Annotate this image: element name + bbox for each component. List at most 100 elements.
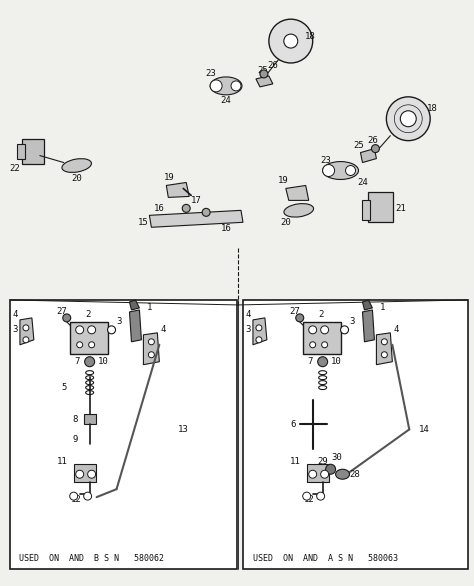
Text: 12: 12 xyxy=(71,495,82,503)
Ellipse shape xyxy=(210,77,242,95)
Text: 17: 17 xyxy=(191,196,201,205)
Text: 18: 18 xyxy=(427,104,438,113)
Text: 4: 4 xyxy=(245,311,251,319)
Text: 2: 2 xyxy=(318,311,323,319)
Text: 29: 29 xyxy=(317,456,328,466)
Polygon shape xyxy=(144,333,159,364)
Text: 26: 26 xyxy=(267,62,278,70)
Text: 27: 27 xyxy=(290,308,300,316)
Polygon shape xyxy=(129,310,141,342)
Circle shape xyxy=(88,470,96,478)
Text: 16: 16 xyxy=(221,224,231,233)
Text: 20: 20 xyxy=(71,174,82,183)
Text: 1: 1 xyxy=(380,304,385,312)
Circle shape xyxy=(260,70,268,78)
Text: 23: 23 xyxy=(206,69,217,79)
Text: 7: 7 xyxy=(307,357,312,366)
Ellipse shape xyxy=(62,159,91,172)
Polygon shape xyxy=(129,300,139,310)
Ellipse shape xyxy=(284,203,314,217)
Circle shape xyxy=(382,352,387,357)
Text: 4: 4 xyxy=(161,325,166,335)
Bar xyxy=(10,300,237,569)
Polygon shape xyxy=(149,210,243,227)
Polygon shape xyxy=(361,149,376,162)
Circle shape xyxy=(401,111,416,127)
Text: 21: 21 xyxy=(395,204,406,213)
Bar xyxy=(368,192,393,222)
Text: 10: 10 xyxy=(331,357,342,366)
Circle shape xyxy=(341,326,348,334)
Circle shape xyxy=(23,337,29,343)
Text: 19: 19 xyxy=(277,176,288,185)
Circle shape xyxy=(309,326,317,334)
Text: 24: 24 xyxy=(221,96,231,105)
Circle shape xyxy=(85,357,95,367)
Bar xyxy=(303,322,341,354)
Text: 16: 16 xyxy=(154,204,165,213)
Text: 2: 2 xyxy=(85,311,91,319)
Polygon shape xyxy=(253,318,267,345)
Circle shape xyxy=(382,339,387,345)
Text: 28: 28 xyxy=(349,470,360,479)
Circle shape xyxy=(322,342,328,347)
Circle shape xyxy=(256,325,262,331)
Text: 3: 3 xyxy=(350,318,355,326)
Circle shape xyxy=(346,165,356,175)
Circle shape xyxy=(320,326,328,334)
Polygon shape xyxy=(166,182,189,197)
Circle shape xyxy=(23,325,29,331)
Text: 12: 12 xyxy=(304,495,315,503)
Circle shape xyxy=(76,470,84,478)
Circle shape xyxy=(182,205,190,212)
Bar xyxy=(363,200,371,220)
Text: 7: 7 xyxy=(74,357,79,366)
Text: 3: 3 xyxy=(117,318,122,326)
Text: 19: 19 xyxy=(164,173,175,182)
Circle shape xyxy=(231,81,241,91)
Circle shape xyxy=(202,209,210,216)
Circle shape xyxy=(372,145,379,152)
Text: 5: 5 xyxy=(61,383,66,392)
Text: 24: 24 xyxy=(357,178,368,187)
Text: 8: 8 xyxy=(72,415,77,424)
Text: 4: 4 xyxy=(12,311,18,319)
Text: 25: 25 xyxy=(257,66,268,76)
Circle shape xyxy=(108,326,116,334)
Text: 30: 30 xyxy=(331,453,342,462)
Polygon shape xyxy=(286,185,309,200)
Circle shape xyxy=(310,342,316,347)
Text: 4: 4 xyxy=(393,325,399,335)
Circle shape xyxy=(148,339,155,345)
Circle shape xyxy=(84,492,91,500)
Circle shape xyxy=(70,492,78,500)
Circle shape xyxy=(76,326,84,334)
Polygon shape xyxy=(256,76,273,87)
Bar xyxy=(17,144,25,159)
Circle shape xyxy=(284,34,298,48)
Bar xyxy=(70,322,108,354)
Text: 11: 11 xyxy=(290,456,300,466)
Circle shape xyxy=(320,470,328,478)
Circle shape xyxy=(89,342,95,347)
Text: 1: 1 xyxy=(146,304,152,312)
Circle shape xyxy=(88,326,96,334)
Circle shape xyxy=(77,342,82,347)
Text: 11: 11 xyxy=(56,456,67,466)
Ellipse shape xyxy=(323,162,358,179)
Text: 23: 23 xyxy=(320,156,331,165)
Text: 6: 6 xyxy=(290,420,295,429)
Circle shape xyxy=(210,80,222,92)
Text: 27: 27 xyxy=(56,308,67,316)
Ellipse shape xyxy=(336,469,349,479)
Circle shape xyxy=(318,357,328,367)
Polygon shape xyxy=(363,300,373,310)
Circle shape xyxy=(148,352,155,357)
Circle shape xyxy=(303,492,310,500)
Polygon shape xyxy=(376,333,392,364)
Text: 10: 10 xyxy=(98,357,109,366)
Text: 14: 14 xyxy=(419,425,429,434)
Text: 13: 13 xyxy=(178,425,189,434)
Bar xyxy=(84,414,96,424)
Polygon shape xyxy=(363,310,374,342)
